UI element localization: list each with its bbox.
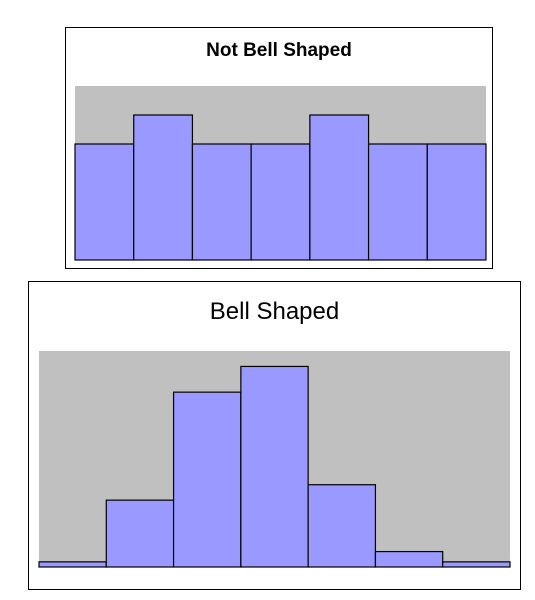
histogram-bar — [426, 143, 487, 261]
chart-title: Bell Shaped — [209, 298, 340, 325]
histogram-bar — [133, 114, 194, 261]
not-bell-shaped-chart: Not Bell Shaped — [65, 27, 493, 269]
histogram-bar — [442, 561, 511, 568]
plot-area — [38, 351, 511, 568]
histogram-bar — [250, 143, 311, 261]
chart-title: Not Bell Shaped — [206, 40, 352, 61]
plot-area — [74, 86, 487, 261]
histogram-bar — [38, 561, 107, 568]
histogram-bar — [374, 550, 444, 568]
histogram-bar — [309, 114, 370, 261]
histogram-bar — [367, 143, 428, 261]
histogram-bar — [172, 391, 242, 568]
bell-shaped-chart: Bell Shaped — [28, 281, 521, 590]
histogram-bar — [240, 365, 309, 568]
histogram-bar — [191, 143, 252, 261]
histogram-bar — [105, 499, 175, 568]
histogram-bar — [307, 484, 377, 568]
histogram-bar — [74, 143, 135, 261]
